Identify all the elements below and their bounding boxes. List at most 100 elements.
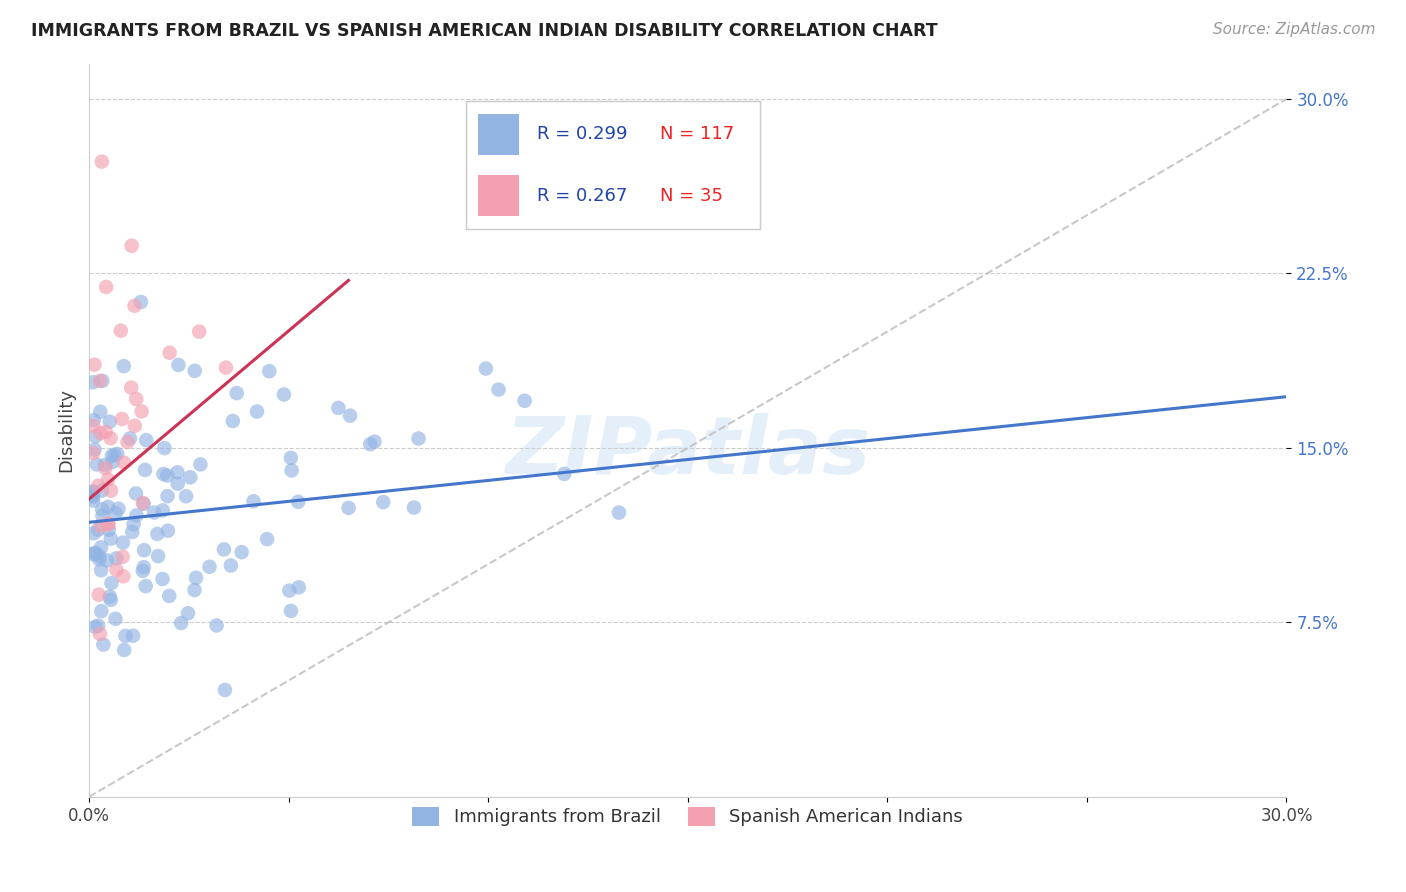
Point <box>97 500 120 514</box>
Point <box>143 506 166 520</box>
Point <box>110 324 132 338</box>
Point <box>174 489 197 503</box>
Point <box>89 627 111 641</box>
Point <box>112 643 135 657</box>
Point <box>359 437 381 451</box>
Point <box>120 381 142 395</box>
Point <box>215 360 238 375</box>
Point <box>280 604 302 618</box>
Point <box>87 588 110 602</box>
Point <box>132 564 155 578</box>
Point <box>91 374 114 388</box>
Point <box>84 429 107 443</box>
Point <box>125 392 148 406</box>
Point <box>259 364 281 378</box>
Point <box>122 629 145 643</box>
Point <box>125 508 148 523</box>
Point <box>132 560 155 574</box>
Point <box>125 486 148 500</box>
Point <box>87 479 110 493</box>
Point <box>402 500 425 515</box>
Point <box>152 572 174 586</box>
Point <box>111 535 134 549</box>
Point <box>183 582 205 597</box>
Point <box>105 551 128 566</box>
Point <box>89 552 111 566</box>
Point <box>198 559 221 574</box>
Text: ZIPatlas: ZIPatlas <box>505 413 870 491</box>
Point <box>83 442 105 457</box>
Point <box>83 546 105 560</box>
Point <box>121 238 143 252</box>
Point <box>91 502 114 516</box>
Point <box>179 470 201 484</box>
Point <box>103 448 125 462</box>
Point <box>124 299 146 313</box>
Point <box>82 490 104 504</box>
Point <box>82 488 104 502</box>
Point <box>82 547 104 561</box>
Point <box>134 463 156 477</box>
Point <box>111 412 134 426</box>
Point <box>132 497 155 511</box>
Point <box>82 376 104 390</box>
Point <box>89 549 111 563</box>
Point <box>90 563 112 577</box>
Point <box>225 386 247 401</box>
Point <box>100 483 122 498</box>
Point <box>287 495 309 509</box>
Point <box>84 620 107 634</box>
Point <box>100 532 122 546</box>
Point <box>152 503 174 517</box>
Point <box>135 433 157 447</box>
Point <box>112 569 135 583</box>
Point <box>83 413 105 427</box>
Point <box>288 580 311 594</box>
Point <box>96 280 118 294</box>
Point <box>94 461 117 475</box>
Point <box>188 325 211 339</box>
Point <box>273 387 295 401</box>
Point <box>90 154 112 169</box>
Point <box>183 364 205 378</box>
Point <box>90 604 112 618</box>
Point <box>280 463 302 477</box>
Point <box>156 489 179 503</box>
Point <box>122 517 145 532</box>
Point <box>86 458 108 472</box>
Point <box>100 593 122 607</box>
Point <box>91 483 114 498</box>
Point <box>105 563 128 577</box>
Point <box>97 523 120 537</box>
Point <box>339 409 361 423</box>
Point <box>146 549 169 563</box>
Point <box>82 485 104 500</box>
Point <box>184 571 207 585</box>
Point <box>105 447 128 461</box>
Point <box>91 508 114 523</box>
Point <box>246 404 269 418</box>
Point <box>117 435 139 450</box>
Point <box>242 494 264 508</box>
Point <box>87 618 110 632</box>
Point <box>86 547 108 561</box>
Point <box>87 523 110 537</box>
Point <box>89 405 111 419</box>
Y-axis label: Disability: Disability <box>58 388 75 473</box>
Point <box>82 446 104 460</box>
Point <box>166 466 188 480</box>
Point <box>256 532 278 546</box>
Point <box>104 612 127 626</box>
Text: Source: ZipAtlas.com: Source: ZipAtlas.com <box>1212 22 1375 37</box>
Legend: Immigrants from Brazil, Spanish American Indians: Immigrants from Brazil, Spanish American… <box>404 798 972 836</box>
Point <box>101 455 124 469</box>
Point <box>222 414 245 428</box>
Point <box>190 458 212 472</box>
Point <box>97 516 120 531</box>
Point <box>607 506 630 520</box>
Point <box>129 295 152 310</box>
Point <box>132 496 155 510</box>
Point <box>156 468 179 483</box>
Point <box>278 583 301 598</box>
Point <box>214 683 236 698</box>
